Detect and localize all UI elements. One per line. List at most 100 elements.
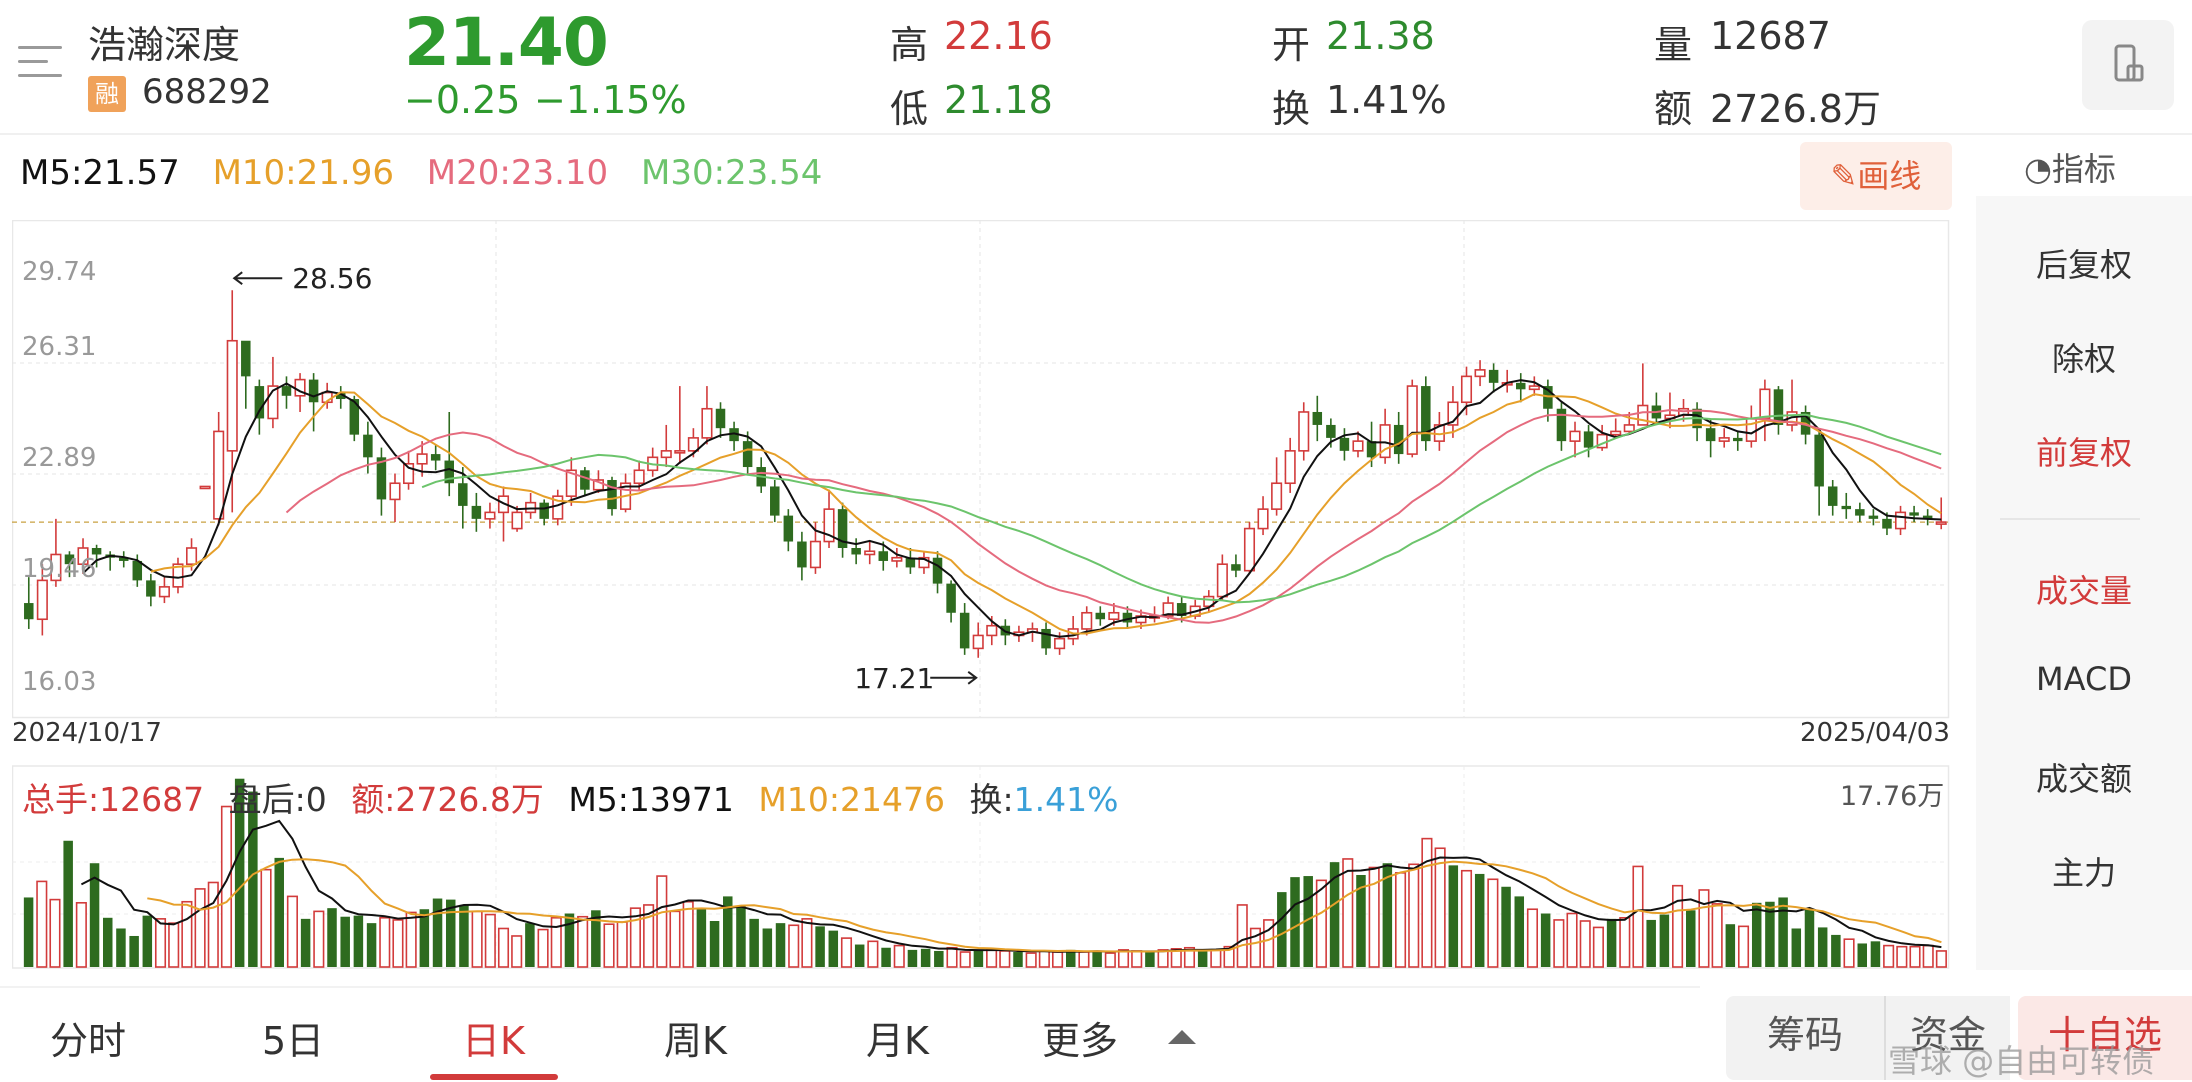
candle-body <box>1610 430 1622 436</box>
candle-body <box>539 502 549 519</box>
candle <box>1216 554 1228 600</box>
candle <box>1095 606 1106 626</box>
candle <box>1827 479 1838 516</box>
candle-body <box>1543 386 1553 409</box>
candle <box>1067 616 1079 646</box>
side-item-backward-adjusted[interactable]: 后复权 <box>2035 246 2132 284</box>
side-item-turnover-amount[interactable]: 成交额 <box>2035 760 2132 798</box>
candle-body <box>1705 428 1716 442</box>
candle-body <box>607 479 617 510</box>
volume-bar <box>102 917 113 967</box>
candle <box>158 577 170 604</box>
candle <box>64 551 75 578</box>
candle <box>1855 502 1865 523</box>
candle-body <box>932 557 943 584</box>
candle <box>1339 428 1350 461</box>
candle-body <box>1733 437 1743 442</box>
candle-body <box>172 563 184 588</box>
candle <box>172 557 184 594</box>
candlestick-chart[interactable]: 29.74 26.31 22.89 19.46 16.03 28.56 17.21 <box>12 220 1952 720</box>
low-annotation: 17.21 <box>854 662 934 695</box>
side-item-volume[interactable]: 成交量 <box>2035 572 2132 610</box>
candle <box>1733 431 1743 451</box>
volume-bar <box>986 948 998 968</box>
volume-bar <box>788 924 800 968</box>
candle-body <box>458 483 468 506</box>
indicator-label: 指标 <box>2051 150 2116 188</box>
volume-bar <box>1263 919 1275 968</box>
side-item-main-force[interactable]: 主力 <box>2051 854 2116 892</box>
low-value: 21.18 <box>944 78 1053 122</box>
candle-body <box>1718 437 1730 442</box>
indicator-button[interactable]: ◔指标 <box>2024 144 2116 190</box>
volume-bar <box>1526 908 1539 968</box>
side-item-forward-adjusted[interactable]: 前复权 <box>2035 434 2132 472</box>
candle-body <box>552 495 564 520</box>
candle-body <box>77 547 89 565</box>
tab-intraday[interactable]: 分时 <box>50 1019 127 1063</box>
side-item-ex-rights[interactable]: 除权 <box>2051 340 2116 378</box>
price-change-percent: −1.15% <box>534 78 687 122</box>
volume-bar <box>669 910 681 968</box>
side-panel <box>1976 196 2192 970</box>
menu-icon[interactable] <box>18 44 62 80</box>
volume-bar <box>1566 912 1578 968</box>
candle <box>226 290 238 513</box>
volume-bar <box>1290 877 1300 967</box>
volume-bar <box>75 902 87 968</box>
side-item-macd[interactable]: MACD <box>2036 660 2132 698</box>
candle <box>674 386 686 464</box>
candle-body <box>430 454 441 461</box>
candle <box>1814 428 1824 516</box>
tab-monthly-k[interactable]: 月K <box>866 1019 929 1063</box>
candle-body <box>132 560 143 581</box>
volume-bar <box>537 928 549 968</box>
candle <box>471 492 482 532</box>
tab-5day[interactable]: 5日 <box>262 1019 325 1063</box>
y-tick-label: 22.89 <box>22 443 96 473</box>
volume-bar <box>366 923 377 967</box>
draw-line-button[interactable]: ✎画线 <box>1800 142 1952 210</box>
volume-bar <box>959 951 971 968</box>
volume-bar <box>656 875 668 968</box>
tab-bar-divider <box>0 986 1700 988</box>
tab-weekly-k[interactable]: 周K <box>664 1019 727 1063</box>
candle-body <box>36 579 48 621</box>
volume-bar <box>1342 858 1354 968</box>
volume-chart[interactable] <box>12 762 1952 972</box>
candle <box>851 538 861 565</box>
candle <box>241 340 251 409</box>
volume-bar <box>1434 847 1446 968</box>
pencil-icon: ✎ <box>1830 157 1858 195</box>
volume-bar <box>286 895 298 968</box>
funds-button[interactable]: 资金 <box>1884 996 2010 1080</box>
candle <box>1393 411 1404 464</box>
candle-body <box>809 540 822 569</box>
candle-body <box>118 557 129 561</box>
volume-bar <box>1421 837 1433 968</box>
candle-body <box>1935 521 1947 525</box>
candle-body <box>1841 505 1852 510</box>
volume-bar <box>616 921 628 968</box>
candle <box>864 541 876 565</box>
high-value: 22.16 <box>944 14 1053 58</box>
candle <box>607 476 617 516</box>
add-watchlist-button[interactable]: 十自选 <box>2018 996 2192 1080</box>
volume-bar <box>1078 951 1090 968</box>
tab-more[interactable]: 更多 <box>1042 1019 1119 1063</box>
candle-body <box>24 603 34 620</box>
candle-body <box>770 486 780 516</box>
tab-daily-k[interactable]: 日K <box>462 1019 525 1063</box>
phone-rotate-icon[interactable] <box>2082 20 2174 110</box>
side-divider <box>2000 518 2140 520</box>
candle-body <box>864 550 876 556</box>
volume-bar <box>1909 945 1921 968</box>
candle-body <box>1759 388 1771 420</box>
candle-body <box>50 553 62 582</box>
chip-distribution-button[interactable]: 筹码 <box>1726 996 1884 1080</box>
caret-up-icon[interactable] <box>1168 1030 1196 1044</box>
ma20-label: M20:23.10 <box>426 153 609 193</box>
volume-bar <box>274 857 284 967</box>
candle <box>1596 424 1608 451</box>
vol-ma5-label: M5:13971 <box>568 780 734 819</box>
